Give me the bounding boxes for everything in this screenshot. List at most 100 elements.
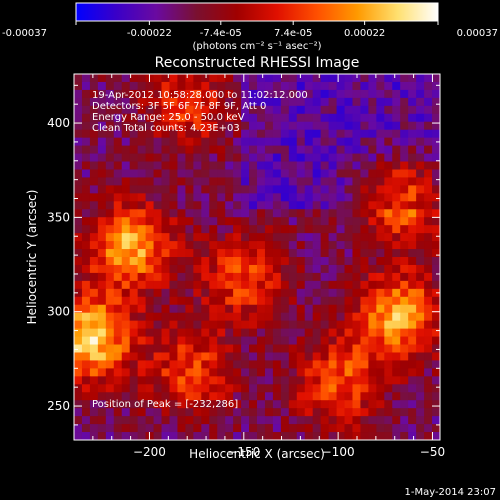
heatmap-cell: [336, 360, 345, 369]
heatmap-cell: [328, 392, 337, 401]
heatmap-cell: [328, 408, 337, 417]
heatmap-cell: [201, 129, 210, 139]
heatmap-cell: [296, 169, 306, 178]
heatmap-cell: [424, 81, 433, 91]
heatmap-cell: [384, 105, 393, 115]
heatmap-cell: [185, 400, 194, 409]
heatmap-cell: [272, 105, 282, 115]
heatmap-cell: [89, 161, 99, 170]
heatmap-cell: [288, 201, 298, 210]
heatmap-cell: [145, 217, 154, 226]
heatmap-cell: [432, 257, 441, 266]
heatmap-cell: [129, 249, 139, 258]
heatmap-cell: [336, 233, 345, 242]
heatmap-cell: [137, 97, 147, 107]
heatmap-cell: [129, 296, 139, 306]
heatmap-cell: [249, 193, 258, 202]
heatmap-cell: [320, 185, 330, 194]
heatmap-cell: [193, 376, 202, 385]
heatmap-cell: [400, 241, 409, 250]
heatmap-cell: [81, 137, 91, 147]
heatmap-cell: [328, 296, 337, 306]
heatmap-cell: [169, 74, 178, 83]
heatmap-cell: [225, 352, 234, 361]
heatmap-cell: [97, 384, 107, 393]
heatmap-cell: [161, 105, 170, 115]
heatmap-cell: [225, 424, 234, 433]
heatmap-cell: [360, 121, 369, 131]
heatmap-cell: [97, 121, 107, 131]
heatmap-cell: [129, 288, 139, 298]
heatmap-cell: [233, 249, 242, 258]
heatmap-cell: [400, 376, 409, 385]
heatmap-cell: [368, 233, 377, 242]
heatmap-cell: [344, 233, 353, 242]
heatmap-cell: [272, 264, 282, 274]
heatmap-cell: [161, 233, 170, 242]
heatmap-cell: [89, 233, 99, 242]
heatmap-cell: [257, 304, 266, 314]
heatmap-cell: [392, 288, 401, 298]
heatmap-cell: [185, 336, 194, 345]
heatmap-cell: [113, 129, 123, 139]
heatmap-cell: [376, 280, 385, 290]
heatmap-cell: [376, 264, 385, 274]
heatmap-cell: [368, 400, 377, 409]
heatmap-cell: [153, 81, 162, 91]
heatmap-cell: [97, 408, 107, 417]
heatmap-cell: [169, 296, 178, 306]
heatmap-cell: [264, 288, 274, 298]
heatmap-cell: [177, 344, 186, 353]
heatmap-cell: [336, 169, 345, 178]
heatmap-cell: [368, 360, 377, 369]
heatmap-cell: [137, 296, 147, 306]
colorbar-tick-label: 0.00037: [457, 28, 498, 39]
heatmap-cell: [328, 145, 337, 154]
heatmap-cell: [400, 249, 409, 258]
heatmap-cell: [169, 217, 178, 226]
heatmap-cell: [217, 97, 226, 107]
heatmap-cell: [416, 177, 425, 186]
heatmap-cell: [97, 432, 107, 441]
heatmap-cell: [185, 74, 194, 83]
heatmap-cell: [288, 344, 298, 353]
heatmap-cell: [193, 97, 202, 107]
heatmap-cell: [249, 344, 258, 353]
heatmap-cell: [416, 272, 425, 282]
heatmap-cell: [360, 304, 369, 314]
heatmap-cell: [344, 177, 353, 186]
heatmap-cell: [424, 368, 433, 377]
heatmap-cell: [249, 177, 258, 186]
heatmap-cell: [264, 177, 274, 186]
heatmap-cell: [209, 328, 218, 337]
heatmap-cell: [225, 105, 234, 115]
heatmap-cell: [249, 161, 258, 170]
heatmap-cell: [280, 201, 290, 210]
heatmap-cell: [424, 400, 433, 409]
heatmap-cell: [400, 408, 409, 417]
heatmap-cell: [344, 89, 353, 99]
heatmap-cell: [257, 129, 266, 139]
heatmap-cell: [193, 153, 202, 162]
heatmap-cell: [304, 312, 314, 322]
heatmap-cell: [169, 209, 178, 218]
heatmap-cell: [408, 225, 417, 234]
heatmap-cell: [169, 400, 178, 409]
heatmap-cell: [416, 280, 425, 290]
heatmap-cell: [81, 145, 91, 154]
heatmap-cell: [153, 201, 162, 210]
heatmap-cell: [74, 360, 83, 369]
heatmap-cell: [336, 193, 345, 202]
heatmap-cell: [241, 81, 250, 91]
heatmap-cell: [328, 161, 337, 170]
heatmap-cell: [185, 145, 194, 154]
heatmap-cell: [129, 161, 139, 170]
heatmap-cell: [81, 360, 91, 369]
heatmap-cell: [384, 209, 393, 218]
heatmap-cell: [264, 424, 274, 433]
heatmap-cell: [193, 312, 202, 322]
heatmap-cell: [328, 97, 337, 107]
heatmap-cell: [225, 74, 234, 83]
heatmap-cell: [233, 424, 242, 433]
heatmap-cell: [384, 320, 393, 330]
